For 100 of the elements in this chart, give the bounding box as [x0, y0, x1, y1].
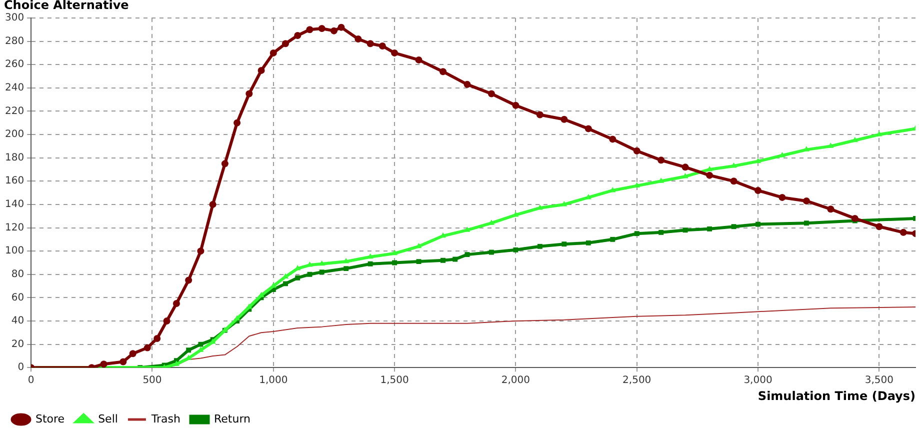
point	[120, 358, 127, 366]
point	[129, 350, 136, 358]
x-tick-label: 0	[28, 375, 34, 386]
x-tick-label: 2,500	[622, 375, 652, 386]
point	[876, 223, 883, 230]
point	[730, 162, 737, 168]
point	[584, 125, 592, 132]
point	[392, 250, 398, 256]
point	[343, 258, 350, 264]
point	[294, 32, 302, 39]
y-tick-label: 0	[18, 362, 24, 374]
y-tick-label: 300	[4, 12, 24, 24]
point	[367, 253, 374, 259]
point	[234, 315, 240, 320]
y-tick-label: 260	[4, 59, 24, 70]
point	[756, 222, 760, 227]
point	[452, 256, 458, 262]
point	[246, 90, 253, 98]
point	[730, 178, 738, 185]
point	[307, 272, 312, 277]
point	[258, 66, 265, 74]
point	[682, 228, 688, 233]
point	[658, 156, 665, 164]
point	[392, 260, 398, 266]
point	[633, 147, 640, 154]
point	[900, 228, 907, 236]
point	[804, 220, 809, 226]
point	[366, 40, 374, 48]
point	[306, 26, 314, 34]
point	[440, 258, 446, 263]
legend-label: Return	[214, 412, 251, 426]
point	[344, 266, 349, 272]
y-axis-title: Choice Alternative	[4, 0, 129, 12]
point	[562, 242, 567, 247]
point	[513, 247, 518, 252]
y-tick-label: 40	[11, 316, 24, 327]
point	[488, 90, 495, 98]
y-tick-label: 80	[11, 268, 24, 280]
point	[154, 334, 161, 342]
y-tick-label: 100	[4, 246, 24, 257]
point	[338, 24, 345, 31]
point	[754, 158, 762, 164]
point	[560, 116, 568, 123]
point	[163, 317, 170, 324]
point	[610, 236, 616, 242]
point	[391, 49, 398, 56]
point	[706, 172, 714, 179]
point	[464, 80, 471, 88]
point	[209, 200, 216, 208]
point	[330, 27, 338, 34]
point	[802, 197, 810, 204]
x-tick-label: 3,500	[864, 375, 894, 386]
point	[221, 160, 228, 168]
point	[234, 119, 241, 126]
point	[707, 226, 712, 232]
point	[561, 200, 568, 206]
point	[319, 270, 324, 275]
x-tick-label: 1,500	[380, 375, 409, 386]
point	[270, 49, 277, 56]
y-tick-label: 60	[11, 292, 24, 304]
point	[100, 360, 108, 368]
legend-label: Trash	[150, 412, 181, 426]
point	[512, 102, 520, 109]
x-axis-title: Simulation Time (Days)	[758, 388, 916, 403]
x-tick-label: 3,000	[744, 375, 772, 386]
point	[754, 186, 762, 194]
point	[658, 230, 664, 235]
point	[172, 300, 180, 308]
point	[851, 214, 858, 222]
y-tick-label: 240	[4, 82, 24, 94]
y-tick-label: 280	[4, 36, 24, 47]
point	[378, 42, 386, 50]
y-tick-label: 200	[4, 129, 24, 140]
point	[778, 194, 786, 201]
point	[586, 240, 591, 246]
point	[295, 275, 300, 280]
point	[354, 35, 362, 42]
point	[731, 224, 736, 230]
x-tick-label: 2,000	[501, 375, 530, 386]
point	[144, 344, 151, 352]
point	[440, 68, 447, 76]
point	[318, 24, 326, 32]
point	[198, 342, 204, 347]
point	[282, 40, 290, 48]
point	[368, 261, 373, 266]
point	[609, 136, 616, 143]
point	[464, 252, 470, 258]
point	[827, 206, 834, 213]
point	[634, 231, 640, 236]
x-tick-label: 500	[142, 375, 162, 386]
point	[415, 56, 422, 64]
y-tick-label: 220	[4, 106, 24, 117]
point	[283, 281, 288, 286]
point	[682, 164, 689, 171]
x-tick-label: 1,000	[259, 375, 288, 386]
point	[537, 244, 542, 249]
y-tick-label: 160	[4, 176, 24, 187]
legend-label: Sell	[98, 412, 118, 426]
y-tick-label: 20	[11, 338, 24, 350]
point	[536, 111, 544, 118]
